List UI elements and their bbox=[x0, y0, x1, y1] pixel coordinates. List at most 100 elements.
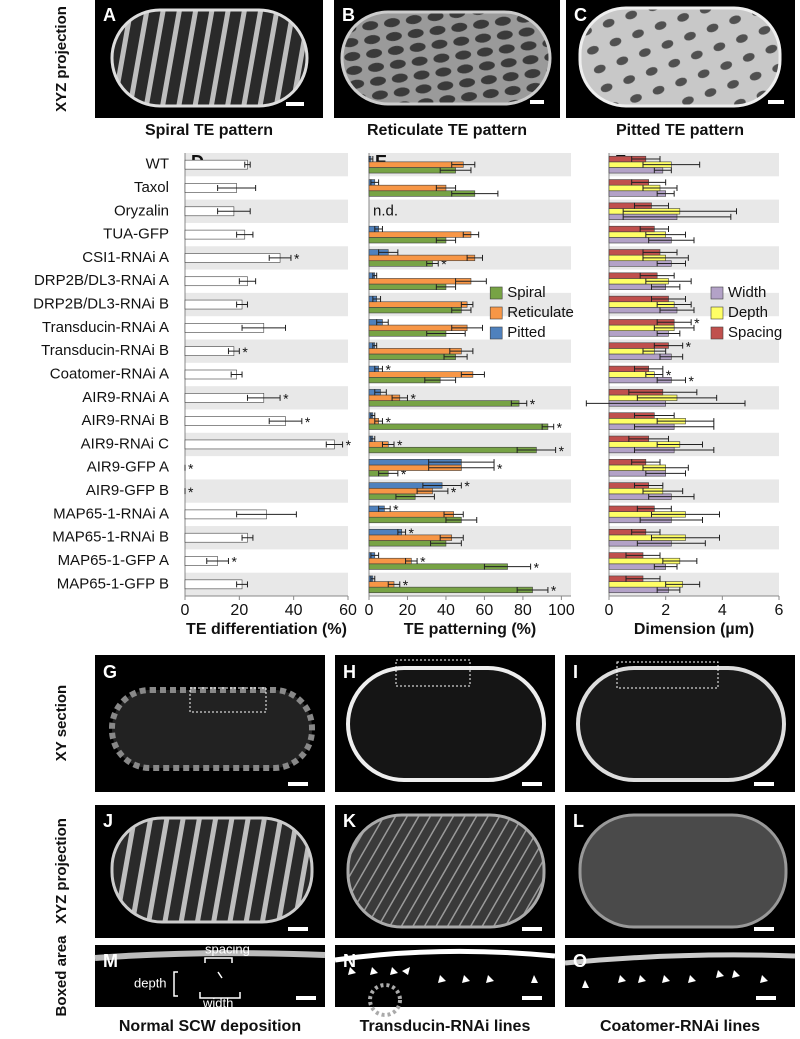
significance-star: * bbox=[401, 466, 407, 482]
bar bbox=[368, 400, 520, 407]
significance-star: * bbox=[557, 419, 563, 435]
x-tick-label: 2 bbox=[661, 602, 670, 619]
error-bar bbox=[636, 505, 672, 512]
error-bar bbox=[370, 412, 376, 419]
category-label: AIR9-RNAi A bbox=[82, 389, 169, 406]
category-label: Transducin-RNAi B bbox=[41, 342, 169, 359]
x-tick-label: 100 bbox=[548, 602, 575, 619]
micrograph bbox=[566, 0, 795, 118]
error-bar bbox=[656, 441, 703, 448]
error-bar bbox=[372, 295, 382, 302]
error-bar bbox=[395, 493, 435, 500]
error-bar bbox=[625, 552, 661, 559]
panel-letter: J bbox=[103, 811, 113, 831]
bar bbox=[368, 348, 462, 355]
error-bar bbox=[622, 213, 732, 220]
significance-star: * bbox=[410, 391, 416, 407]
panel-letter: O bbox=[573, 951, 587, 971]
legend-label: Spiral bbox=[507, 284, 545, 301]
error-bar bbox=[391, 394, 408, 401]
legend-label: Reticulate bbox=[507, 304, 574, 321]
error-bar bbox=[653, 563, 678, 570]
row-band bbox=[185, 526, 348, 550]
panel-letter: G bbox=[103, 662, 117, 682]
x-tick-label: 4 bbox=[718, 602, 727, 619]
category-label: Transducin-RNAi A bbox=[42, 319, 169, 336]
error-bar bbox=[625, 575, 661, 582]
error-bar bbox=[653, 342, 684, 349]
caption: Reticulate TE pattern bbox=[367, 122, 527, 139]
bar bbox=[368, 446, 537, 454]
error-bar bbox=[636, 394, 718, 401]
error-bar bbox=[653, 324, 695, 331]
legend-label: Spacing bbox=[728, 324, 782, 341]
significance-star: * bbox=[393, 501, 399, 517]
x-tick-label: 0 bbox=[181, 602, 190, 619]
error-bar bbox=[462, 231, 480, 238]
error-bar bbox=[656, 377, 686, 384]
error-bar bbox=[230, 371, 243, 378]
error-bar bbox=[422, 482, 462, 489]
category-note: n.d. bbox=[373, 202, 398, 219]
error-bar bbox=[374, 389, 387, 396]
error-bar bbox=[634, 365, 664, 372]
x-tick-label: 80 bbox=[514, 602, 532, 619]
error-bar bbox=[634, 202, 669, 209]
legend-swatch bbox=[489, 286, 503, 300]
error-bar bbox=[659, 307, 695, 314]
bar bbox=[368, 586, 533, 594]
significance-star: * bbox=[686, 338, 692, 354]
error-bar bbox=[378, 505, 391, 512]
x-tick-label: 60 bbox=[339, 602, 357, 619]
error-bar bbox=[435, 184, 457, 191]
error-bar bbox=[659, 353, 684, 360]
error-bar bbox=[439, 534, 464, 541]
panel-letter: I bbox=[573, 662, 578, 682]
error-bar bbox=[634, 447, 715, 454]
row-band bbox=[185, 479, 348, 503]
error-bar bbox=[642, 249, 678, 256]
significance-star: * bbox=[403, 577, 409, 593]
error-bar bbox=[639, 516, 703, 523]
error-bar bbox=[642, 348, 667, 355]
row-band bbox=[185, 153, 348, 177]
error-bar bbox=[217, 184, 257, 191]
bar bbox=[368, 184, 447, 192]
error-bar bbox=[634, 423, 715, 430]
error-bar bbox=[631, 459, 661, 466]
error-bar bbox=[451, 190, 499, 197]
caption: Transducin-RNAi lines bbox=[360, 1018, 531, 1035]
bar bbox=[368, 529, 403, 536]
bar bbox=[184, 229, 246, 240]
category-label: AIR9-GFP B bbox=[86, 482, 169, 499]
micrograph bbox=[334, 945, 556, 1017]
significance-star: * bbox=[305, 414, 311, 430]
panel-letter: M bbox=[103, 951, 118, 971]
panel-letter: L bbox=[573, 811, 584, 831]
row-label: XYZ projection bbox=[53, 6, 70, 112]
error-bar bbox=[651, 283, 681, 290]
bar bbox=[368, 557, 412, 565]
error-bar bbox=[451, 307, 472, 314]
error-bar bbox=[656, 301, 692, 308]
error-bar bbox=[381, 441, 395, 448]
error-bar bbox=[541, 423, 555, 430]
error-bar bbox=[387, 581, 401, 588]
error-bar bbox=[435, 283, 457, 290]
error-bar bbox=[651, 534, 720, 541]
error-bar bbox=[645, 470, 686, 477]
error-bar bbox=[435, 237, 457, 244]
category-label: CSI1-RNAi A bbox=[82, 249, 169, 266]
significance-star: * bbox=[188, 460, 194, 476]
error-bar bbox=[645, 371, 664, 378]
significance-star: * bbox=[385, 414, 391, 430]
micrograph bbox=[95, 655, 325, 792]
category-label: AIR9-RNAi C bbox=[81, 435, 170, 452]
significance-star: * bbox=[409, 525, 415, 541]
charts: D0204060TE differentiation (%)WTTaxolOry… bbox=[33, 152, 783, 638]
error-bar bbox=[656, 190, 675, 197]
caption: Coatomer-RNAi lines bbox=[600, 1018, 760, 1035]
error-bar bbox=[426, 330, 466, 337]
category-label: WT bbox=[146, 156, 169, 173]
error-bar bbox=[455, 278, 487, 285]
